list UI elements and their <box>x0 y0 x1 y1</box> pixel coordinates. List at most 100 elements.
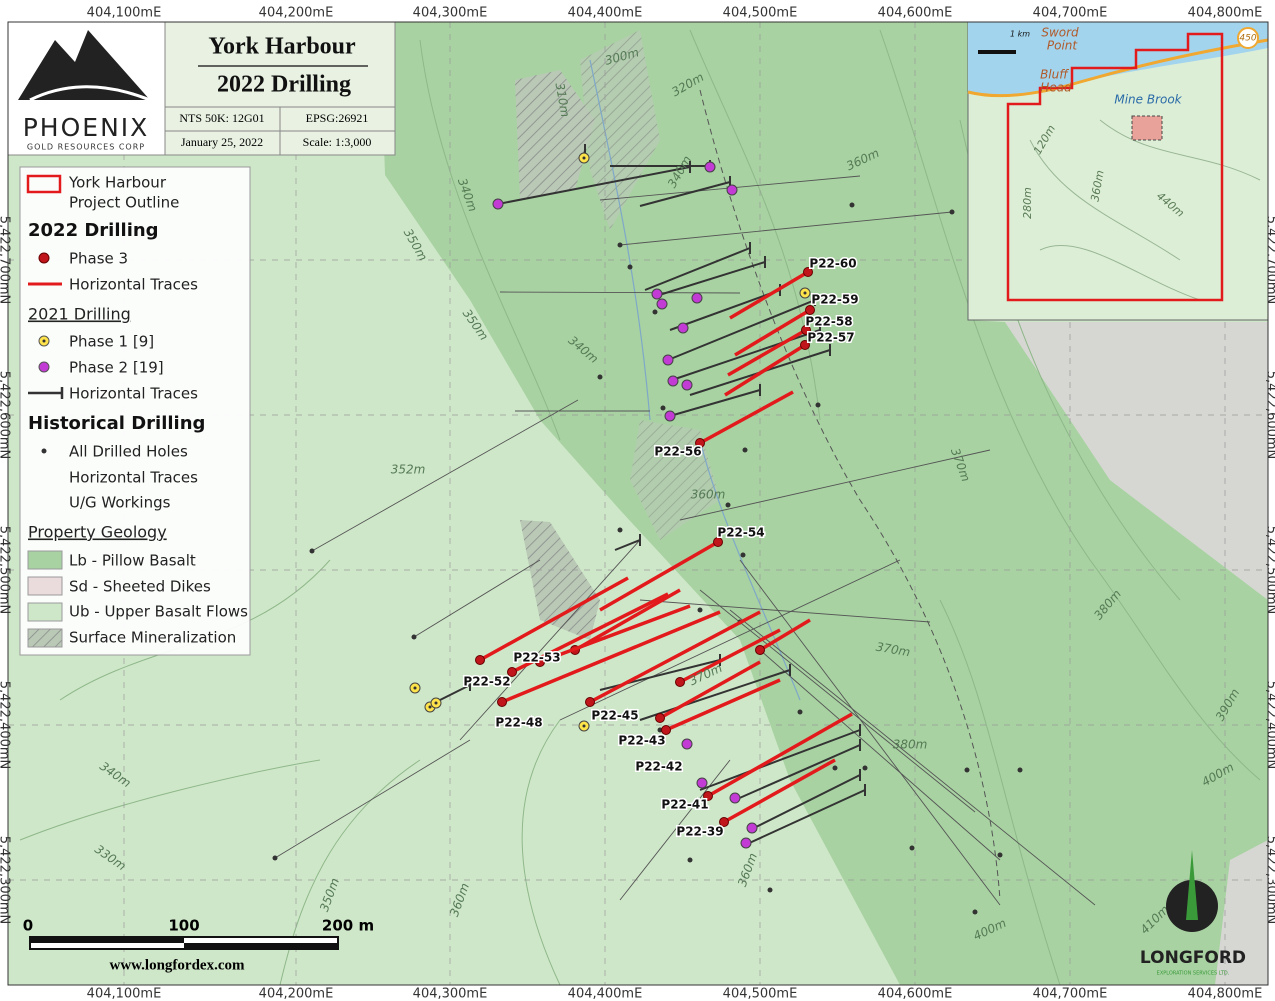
easting-label: 404,800mE <box>1188 6 1263 21</box>
phase2-hole <box>662 354 674 366</box>
easting-label: 404,100mE <box>87 6 162 21</box>
phase3-trace <box>539 604 691 664</box>
phase3-trace <box>724 343 806 397</box>
map-frame <box>7 21 1269 986</box>
legend-heading: 2022 Drilling <box>28 220 159 241</box>
hole-label: P22-59 <box>811 293 858 307</box>
easting-label: 404,500mE <box>723 987 798 1001</box>
northing-label: 5,422,600mN <box>0 371 12 460</box>
phase3-hole <box>713 537 723 547</box>
historical-hole <box>617 527 623 533</box>
legend-phase1-dot <box>42 339 46 343</box>
phase2-trace <box>744 789 866 846</box>
logo-swoosh <box>29 85 151 102</box>
historical-hole <box>964 767 970 773</box>
epsg: EPSG:26921 <box>306 111 369 125</box>
phase1-hole-dot <box>413 686 417 690</box>
logo-sub: EXPLORATION SERVICES LTD. <box>1157 971 1230 977</box>
phase2-hole <box>651 288 663 300</box>
historical-hole <box>652 309 658 315</box>
phase3-trace <box>479 576 629 662</box>
phase2-trace <box>699 729 861 791</box>
historical-hole <box>972 909 978 915</box>
historical-trace <box>679 449 991 521</box>
contour-label: 370m <box>875 640 911 660</box>
company-sub: GOLD RESOURCES CORP <box>27 143 145 152</box>
northing-label: 5,422,300mN <box>0 836 12 925</box>
phase2-hole <box>667 375 679 387</box>
northing-label: 5,422,500mN <box>1264 526 1275 615</box>
phase3-hole <box>719 817 729 827</box>
historical-trace <box>559 559 901 721</box>
logo-mountain <box>18 30 150 100</box>
contour-label: 360m <box>691 488 726 502</box>
longford-logo: LONGFORD EXPLORATION SERVICES LTD. <box>1140 850 1246 977</box>
legend-label: Ub - Upper Basalt Flows <box>69 603 248 621</box>
company-name: PHOENIX <box>23 113 150 142</box>
phase2-hole <box>726 184 738 196</box>
scale-seg <box>30 937 184 943</box>
hole-label: P22-60 <box>809 257 856 271</box>
phase3-hole <box>475 655 485 665</box>
hole-label: P22-56 <box>654 445 701 459</box>
phase2-hole <box>664 410 676 422</box>
inset-label: 280m <box>1021 187 1034 219</box>
scale-seg <box>184 943 338 949</box>
historical-hole <box>797 709 803 715</box>
mineralization <box>515 70 595 200</box>
phase2-trace <box>669 289 781 331</box>
phase1-hole-dot <box>582 156 586 160</box>
phase3-trace <box>665 678 781 732</box>
legend-label: All Drilled Holes <box>69 443 188 461</box>
legend-swatch <box>27 550 63 570</box>
hole-label: P22-54 <box>717 526 764 540</box>
phase2-trace <box>671 329 821 381</box>
phase1-hole-dot <box>582 724 586 728</box>
phase2-hole <box>681 379 693 391</box>
historical-trace <box>619 211 953 246</box>
historical-trace <box>759 649 1001 861</box>
inset-outline <box>1006 32 1224 302</box>
inset-water <box>968 22 1268 95</box>
historical-hole <box>849 202 855 208</box>
hole-label: P22-48 <box>495 716 542 730</box>
phase3-hole <box>655 713 665 723</box>
phase1-hole-dot <box>428 705 432 709</box>
easting-label: 404,100mE <box>87 987 162 1001</box>
title-2: 2022 Drilling <box>217 72 351 98</box>
phase3-hole <box>801 325 811 335</box>
phase1-hole-dot <box>434 701 438 705</box>
legend: York Harbour Project Outline 2022 Drilli… <box>19 166 251 656</box>
phase3-hole <box>800 340 810 350</box>
historical-trace <box>729 609 1096 906</box>
historical-hole <box>687 857 693 863</box>
phase2-trace <box>749 774 861 831</box>
legend-label: Phase 3 <box>69 250 128 268</box>
phase2-trace <box>614 539 641 551</box>
inset-label: Sword <box>1041 26 1079 40</box>
legend-box <box>19 166 251 656</box>
phase3-trace <box>707 712 853 798</box>
phase3-trace <box>734 308 811 357</box>
logo-needle <box>1186 850 1198 920</box>
grey-area <box>1215 840 1268 985</box>
header: PHOENIX GOLD RESOURCES CORP York Harbour… <box>7 21 396 156</box>
historical-hole <box>627 264 633 270</box>
phase2-trace <box>644 247 751 291</box>
phase3-trace <box>759 618 811 652</box>
northing-label: 5,422,700mN <box>1264 216 1275 305</box>
historical-hole <box>617 242 623 248</box>
phase3-trace <box>659 660 761 720</box>
phase3-trace <box>501 610 721 704</box>
inset-label: 450 <box>1239 34 1256 44</box>
mineralization <box>520 520 600 640</box>
phase3-hole <box>497 697 507 707</box>
historical-trace <box>739 559 1001 906</box>
phase2-trace <box>639 669 791 721</box>
inset-label: 360m <box>1088 169 1106 202</box>
phase2-trace <box>669 389 761 417</box>
legend-swatch <box>27 576 63 596</box>
legend-swatch <box>27 602 63 622</box>
pillow-basalt <box>380 22 1268 985</box>
hole-label: P22-43 <box>618 734 665 748</box>
